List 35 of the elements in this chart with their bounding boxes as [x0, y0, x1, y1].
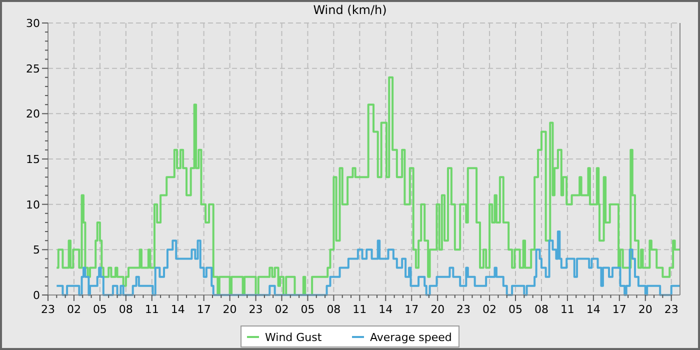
- x-tick-label: 14: [378, 303, 393, 316]
- x-tick-label: 05: [508, 303, 523, 316]
- x-tick-label: 02: [482, 303, 497, 316]
- x-tick-label: 14: [170, 303, 185, 316]
- y-tick-label: 5: [33, 244, 40, 257]
- legend-label: Wind Gust: [265, 331, 322, 344]
- legend-label: Average speed: [370, 331, 452, 344]
- x-tick-label: 02: [274, 303, 289, 316]
- x-tick-label: 08: [326, 303, 341, 316]
- x-tick-label: 23: [41, 303, 55, 316]
- x-tick-label: 11: [560, 303, 574, 316]
- x-tick-label: 23: [456, 303, 471, 316]
- x-tick-label: 20: [430, 303, 445, 316]
- x-tick-label: 02: [66, 303, 81, 316]
- x-tick-label: 05: [300, 303, 315, 316]
- y-tick-label: 25: [26, 62, 40, 76]
- x-tick-label: 17: [196, 303, 211, 316]
- y-tick-label: 0: [33, 289, 40, 302]
- chart-title: Wind (km/h): [313, 3, 387, 17]
- x-tick-label: 17: [404, 303, 419, 316]
- y-tick-label: 20: [26, 108, 40, 121]
- x-tick-label: 08: [534, 303, 548, 316]
- x-tick-label: 17: [612, 303, 626, 316]
- x-tick-label: 05: [92, 303, 107, 316]
- x-tick-label: 23: [664, 303, 678, 316]
- y-tick-label: 15: [26, 153, 40, 166]
- x-tick-label: 23: [248, 303, 263, 316]
- x-tick-label: 20: [638, 303, 652, 316]
- x-tick-label: 14: [586, 303, 600, 316]
- x-tick-label: 11: [352, 303, 367, 316]
- y-tick-label: 10: [26, 198, 40, 212]
- y-tick-label: 30: [26, 17, 40, 30]
- x-tick-label: 11: [144, 303, 159, 316]
- x-tick-label: 20: [222, 303, 237, 316]
- x-tick-label: 08: [118, 303, 133, 316]
